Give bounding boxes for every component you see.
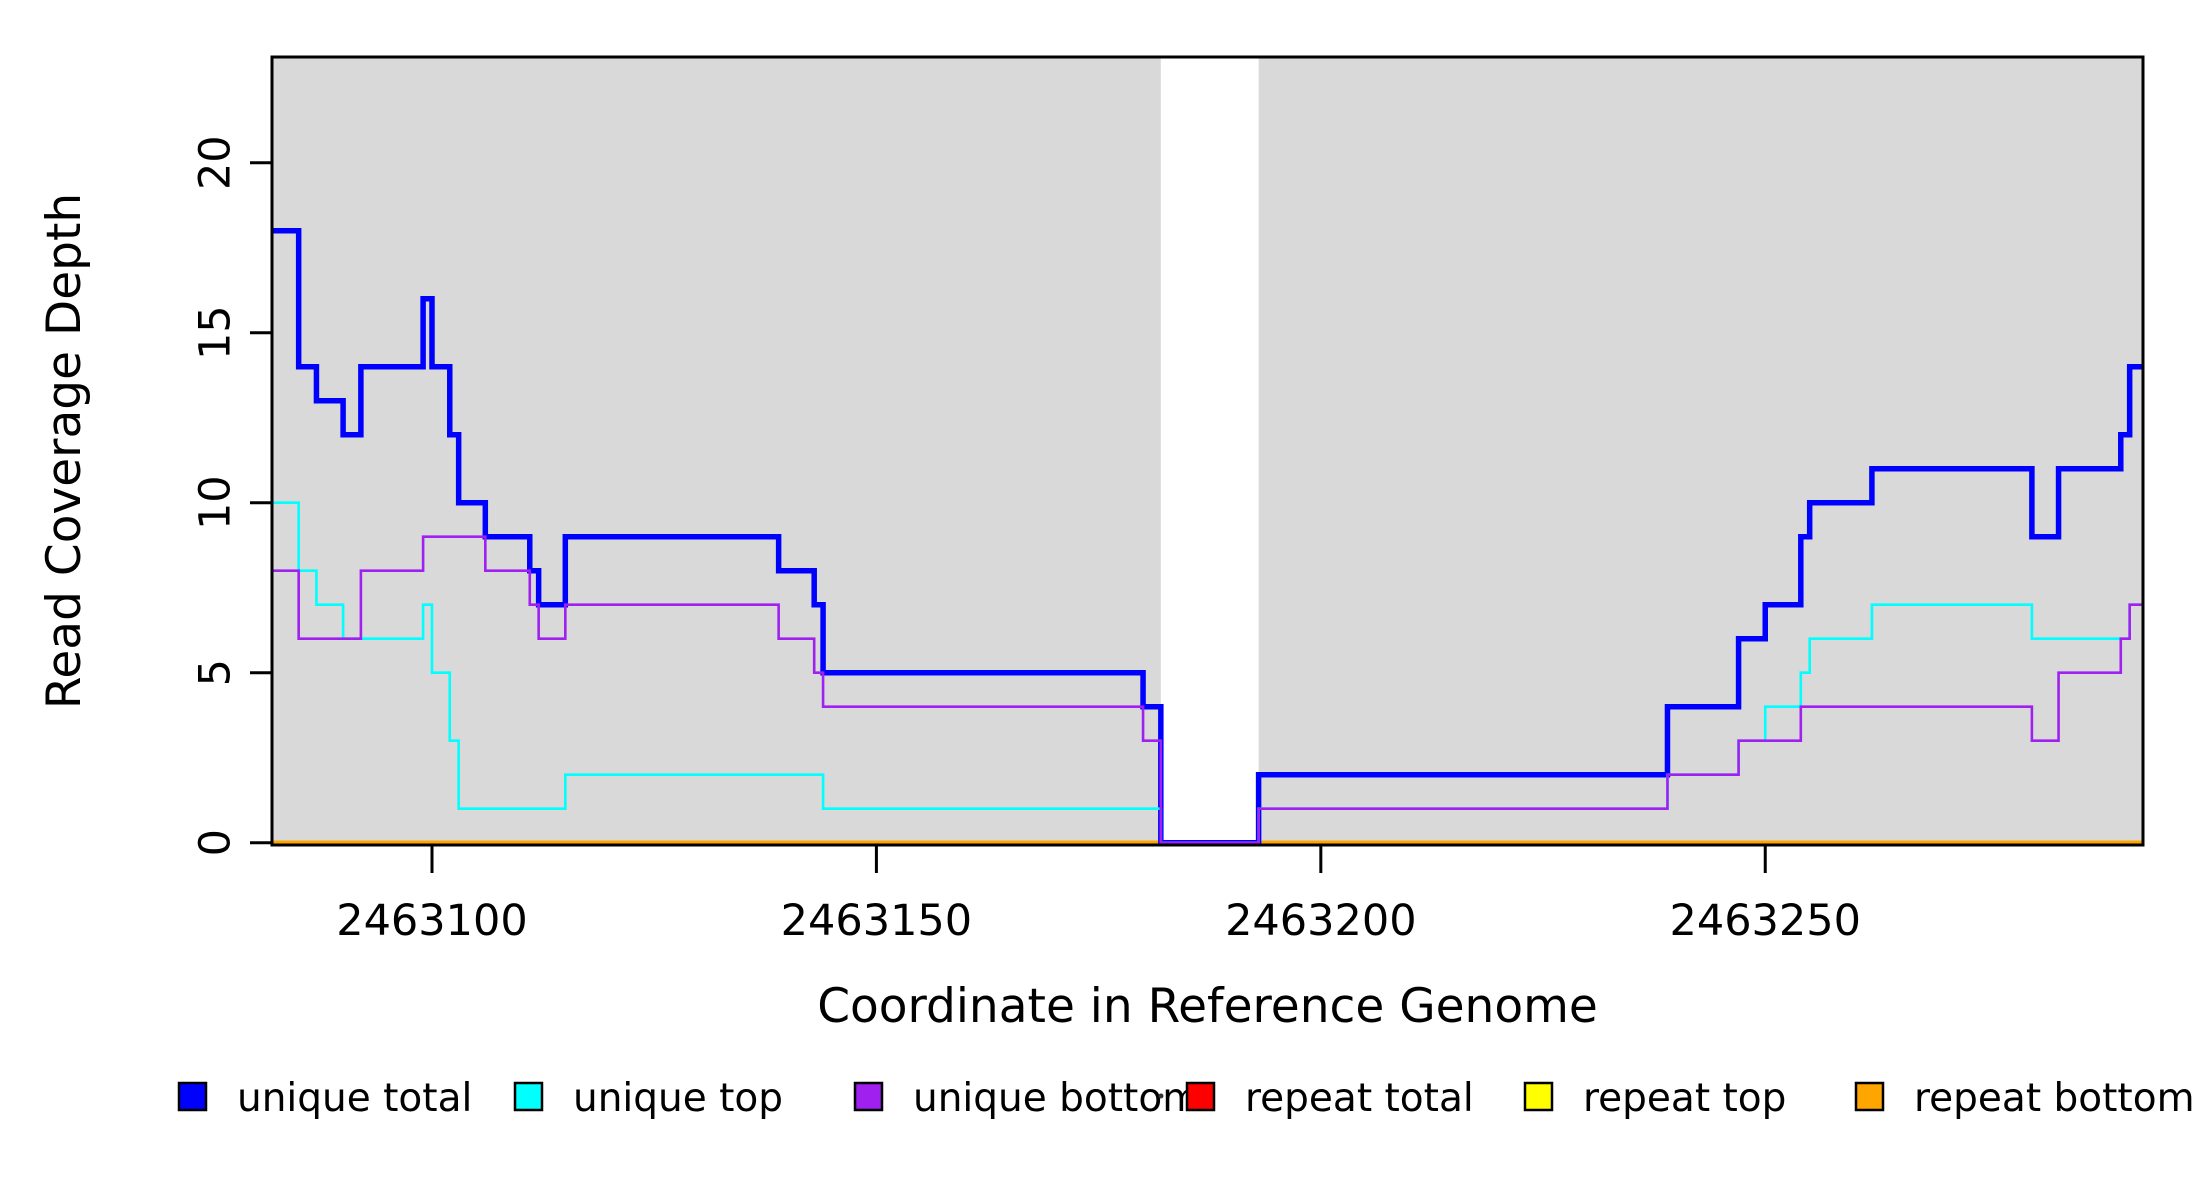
y-tick-label-20: 20 [191, 135, 241, 190]
x-tick-label-2463150: 2463150 [781, 896, 973, 946]
y-axis-title: Read Coverage Depth [37, 193, 92, 709]
legend-label-unique-bottom: unique bottom [913, 1076, 1200, 1121]
legend-swatch-repeat-bottom [1854, 1081, 1885, 1112]
shaded-region-1 [272, 58, 1161, 844]
series-line-unique-total [272, 227, 2143, 846]
plot-shaded-background [272, 58, 2143, 844]
legend-swatch-unique-top [513, 1081, 544, 1112]
legend-item-unique-top: unique top [513, 1076, 783, 1121]
shaded-region-2 [1258, 58, 2143, 844]
y-tick-label-5: 5 [191, 659, 241, 686]
x-tick-label-2463250: 2463250 [1669, 896, 1861, 946]
axis-ticks-and-labels: 0 5 10 15 20 2463100 2463150 2463200 2463250 [191, 135, 1862, 946]
x-tick-label-2463200: 2463200 [1225, 896, 1417, 946]
chart-legend: unique total unique top unique bottom repea… [177, 1076, 2195, 1121]
legend-swatch-repeat-top [1523, 1081, 1554, 1112]
plot-border-box [270, 55, 2145, 847]
legend-swatch-unique-bottom [853, 1081, 884, 1112]
legend-item-unique-bottom: unique bottom [853, 1076, 1200, 1121]
legend-item-unique-total: unique total [177, 1076, 472, 1121]
y-tick-label-0: 0 [191, 829, 241, 856]
y-tick-label-10: 10 [191, 475, 241, 530]
legend-label-repeat-top: repeat top [1583, 1076, 1786, 1121]
legend-label-repeat-bottom: repeat bottom [1914, 1076, 2195, 1121]
legend-item-repeat-top: repeat top [1523, 1076, 1786, 1121]
legend-swatch-repeat-total [1185, 1081, 1216, 1112]
legend-item-repeat-total: repeat total [1185, 1076, 1474, 1121]
legend-artifact-dot [1158, 1093, 1164, 1099]
legend-label-repeat-total: repeat total [1245, 1076, 1474, 1121]
series-line-unique-top [272, 501, 2143, 844]
series-lines [272, 227, 2143, 846]
plot-box [270, 55, 2145, 847]
legend-item-repeat-bottom: repeat bottom [1854, 1076, 2195, 1121]
legend-label-unique-top: unique top [573, 1076, 783, 1121]
legend-swatch-unique-total [177, 1081, 208, 1112]
legend-label-unique-total: unique total [237, 1076, 472, 1121]
y-tick-label-15: 15 [191, 305, 241, 360]
x-tick-label-2463100: 2463100 [336, 896, 528, 946]
x-axis-title: Coordinate in Reference Genome [817, 979, 1598, 1034]
series-line-unique-bottom [272, 535, 2143, 844]
